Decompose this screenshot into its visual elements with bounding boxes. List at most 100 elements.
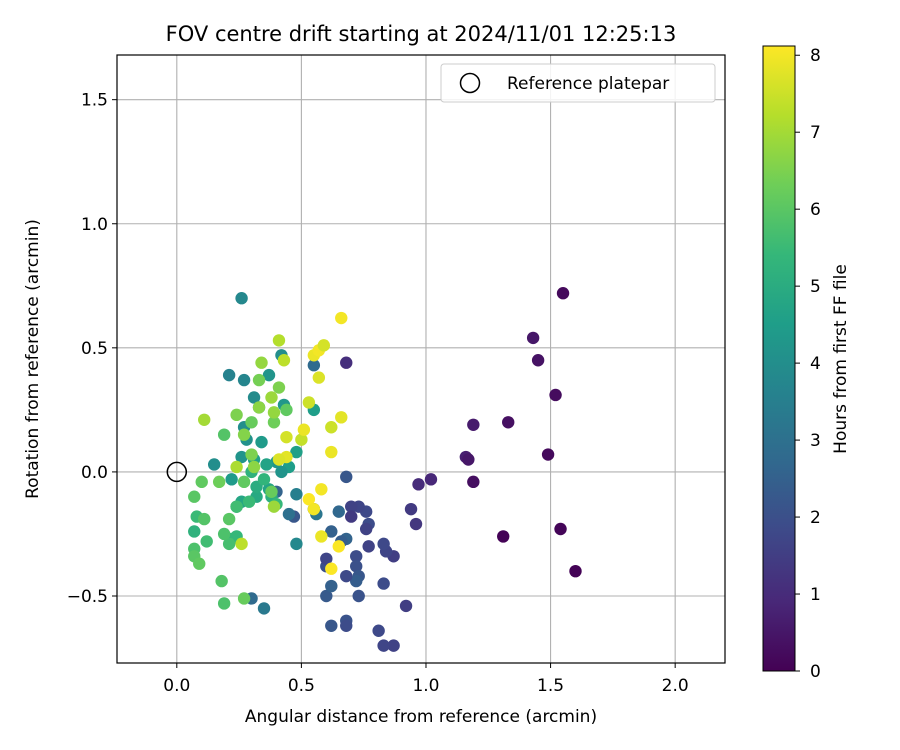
data-point — [212, 475, 226, 489]
colorbar-frame — [762, 45, 796, 672]
legend-open-circle-icon — [459, 72, 481, 94]
data-point — [267, 406, 281, 419]
data-point — [245, 448, 258, 461]
x-tick-label: 0.0 — [163, 676, 190, 696]
data-point — [257, 473, 271, 486]
x-tick-label: 1.0 — [412, 676, 439, 696]
grid-lines — [117, 55, 725, 663]
data-point — [362, 540, 375, 553]
data-point — [217, 428, 231, 441]
legend-label: Reference platepar — [507, 74, 669, 94]
data-point — [320, 552, 333, 565]
x-tick-label: 1.5 — [537, 676, 564, 696]
data-point — [335, 411, 348, 424]
data-point — [225, 473, 238, 486]
y-axis-ticks: −0.5 0.0 0.5 1.0 1.5 — [67, 91, 117, 607]
data-point — [198, 413, 211, 426]
legend-box — [440, 63, 716, 103]
data-point — [554, 522, 567, 536]
data-point — [230, 500, 243, 513]
data-point — [387, 639, 400, 652]
data-point — [335, 311, 348, 325]
data-point — [315, 483, 328, 496]
y-tick-label: 1.5 — [81, 91, 108, 111]
data-point — [332, 540, 345, 553]
data-point — [317, 339, 331, 352]
colorbar-gradient — [763, 46, 795, 671]
data-point — [193, 557, 206, 570]
data-point — [302, 493, 316, 506]
data-point — [377, 537, 390, 551]
data-point — [340, 470, 353, 484]
data-point — [272, 334, 286, 347]
data-point — [237, 373, 251, 387]
data-point — [217, 527, 231, 541]
colorbar-tick-label: 6 — [810, 200, 821, 220]
data-point — [237, 428, 251, 441]
colorbar-tick-label: 3 — [810, 431, 821, 451]
data-point — [350, 560, 363, 573]
data-point — [272, 453, 286, 466]
y-tick-label: 0.0 — [81, 463, 108, 483]
data-point — [352, 589, 365, 603]
colorbar-tick-label: 8 — [810, 46, 821, 66]
data-point — [350, 574, 363, 588]
data-point — [424, 473, 438, 486]
data-point — [262, 368, 276, 382]
data-point — [222, 368, 236, 382]
data-point — [325, 619, 338, 632]
data-point — [502, 416, 515, 429]
data-point — [541, 448, 555, 461]
data-point — [569, 564, 582, 578]
colorbar-tick-label: 5 — [810, 277, 821, 297]
data-point — [404, 502, 418, 516]
colorbar-label: Hours from first FF file — [831, 264, 851, 454]
data-point — [280, 403, 293, 417]
data-point — [307, 359, 321, 372]
data-point — [198, 512, 211, 526]
colorbar-tick-label: 4 — [810, 354, 821, 374]
y-axis-label: Rotation from reference (arcmin) — [23, 219, 43, 499]
x-tick-label: 0.5 — [288, 676, 315, 696]
data-point — [247, 460, 261, 474]
data-point — [345, 510, 358, 523]
data-point — [230, 460, 243, 474]
data-point — [320, 589, 333, 603]
data-point — [462, 453, 475, 466]
data-point — [255, 435, 268, 449]
colorbar-tick-label: 2 — [810, 508, 821, 528]
data-point — [188, 525, 201, 538]
data-point — [297, 423, 311, 436]
data-point — [497, 530, 510, 543]
data-point — [290, 445, 303, 459]
data-point — [195, 475, 208, 489]
data-point — [260, 458, 273, 471]
data-point — [267, 500, 281, 513]
legend: Reference platepar — [440, 63, 716, 103]
x-axis-ticks: 0.0 0.5 1.0 1.5 2.0 — [163, 663, 689, 696]
data-point — [325, 525, 338, 538]
data-point — [556, 287, 570, 300]
data-point — [295, 433, 308, 446]
data-point — [307, 502, 321, 516]
chart-title: FOV centre drift starting at 2024/11/01 … — [166, 22, 677, 46]
data-point — [315, 530, 328, 543]
data-point — [302, 396, 316, 409]
colorbar-tick-label: 1 — [810, 585, 821, 605]
colorbar-tick-label: 0 — [810, 662, 821, 682]
x-tick-label: 2.0 — [662, 676, 689, 696]
data-point — [325, 562, 338, 575]
data-point — [340, 569, 353, 583]
y-tick-label: −0.5 — [67, 587, 108, 607]
data-point — [200, 535, 213, 548]
data-point — [277, 354, 291, 367]
y-tick-label: 1.0 — [81, 215, 108, 235]
data-point — [377, 577, 390, 590]
colorbar-ticks: 0 1 2 3 4 5 6 7 8 — [795, 46, 821, 682]
data-point — [377, 639, 390, 652]
data-point — [267, 416, 281, 429]
data-point — [467, 475, 480, 489]
data-point — [467, 418, 480, 431]
colorbar-tick-label: 7 — [810, 123, 821, 143]
